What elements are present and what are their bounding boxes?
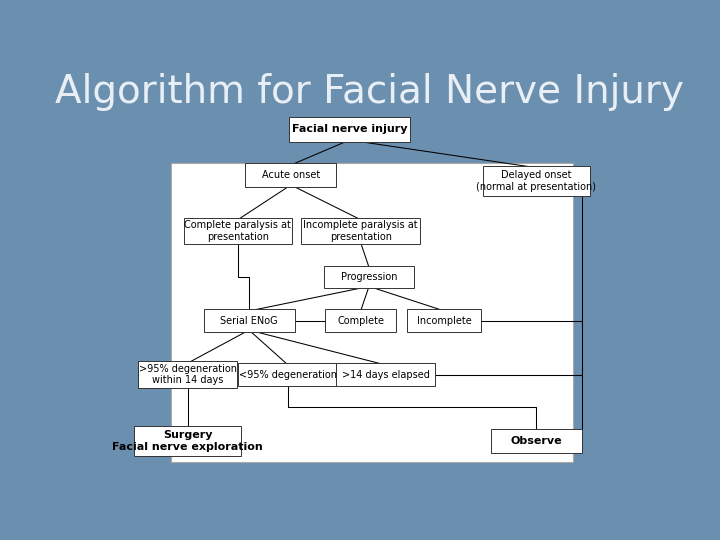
Text: Facial nerve injury: Facial nerve injury xyxy=(292,124,408,134)
Text: <95% degeneration: <95% degeneration xyxy=(239,369,337,380)
Text: Serial ENoG: Serial ENoG xyxy=(220,315,278,326)
FancyBboxPatch shape xyxy=(238,363,338,386)
Text: Acute onset: Acute onset xyxy=(262,170,320,180)
Text: Algorithm for Facial Nerve Injury: Algorithm for Facial Nerve Injury xyxy=(55,73,683,111)
FancyBboxPatch shape xyxy=(491,429,582,453)
FancyBboxPatch shape xyxy=(138,361,238,388)
FancyBboxPatch shape xyxy=(289,117,410,141)
FancyBboxPatch shape xyxy=(336,363,436,386)
FancyBboxPatch shape xyxy=(184,218,292,244)
Text: >14 days elapsed: >14 days elapsed xyxy=(342,369,430,380)
Text: Incomplete: Incomplete xyxy=(417,315,472,326)
FancyBboxPatch shape xyxy=(408,309,482,332)
FancyBboxPatch shape xyxy=(323,266,415,288)
Text: Complete paralysis at
presentation: Complete paralysis at presentation xyxy=(184,220,292,242)
Text: Progression: Progression xyxy=(341,272,397,282)
Text: Delayed onset
(normal at presentation): Delayed onset (normal at presentation) xyxy=(477,171,596,192)
FancyBboxPatch shape xyxy=(325,309,396,332)
Text: Incomplete paralysis at
presentation: Incomplete paralysis at presentation xyxy=(303,220,418,242)
FancyBboxPatch shape xyxy=(301,218,420,244)
Text: Complete: Complete xyxy=(337,315,384,326)
FancyBboxPatch shape xyxy=(482,166,590,197)
FancyBboxPatch shape xyxy=(134,426,241,456)
FancyBboxPatch shape xyxy=(171,163,572,462)
Text: >95% degeneration
within 14 days: >95% degeneration within 14 days xyxy=(139,364,237,386)
Text: Observe: Observe xyxy=(510,436,562,446)
FancyBboxPatch shape xyxy=(204,309,294,332)
FancyBboxPatch shape xyxy=(246,163,336,187)
Text: Surgery
Facial nerve exploration: Surgery Facial nerve exploration xyxy=(112,430,263,452)
